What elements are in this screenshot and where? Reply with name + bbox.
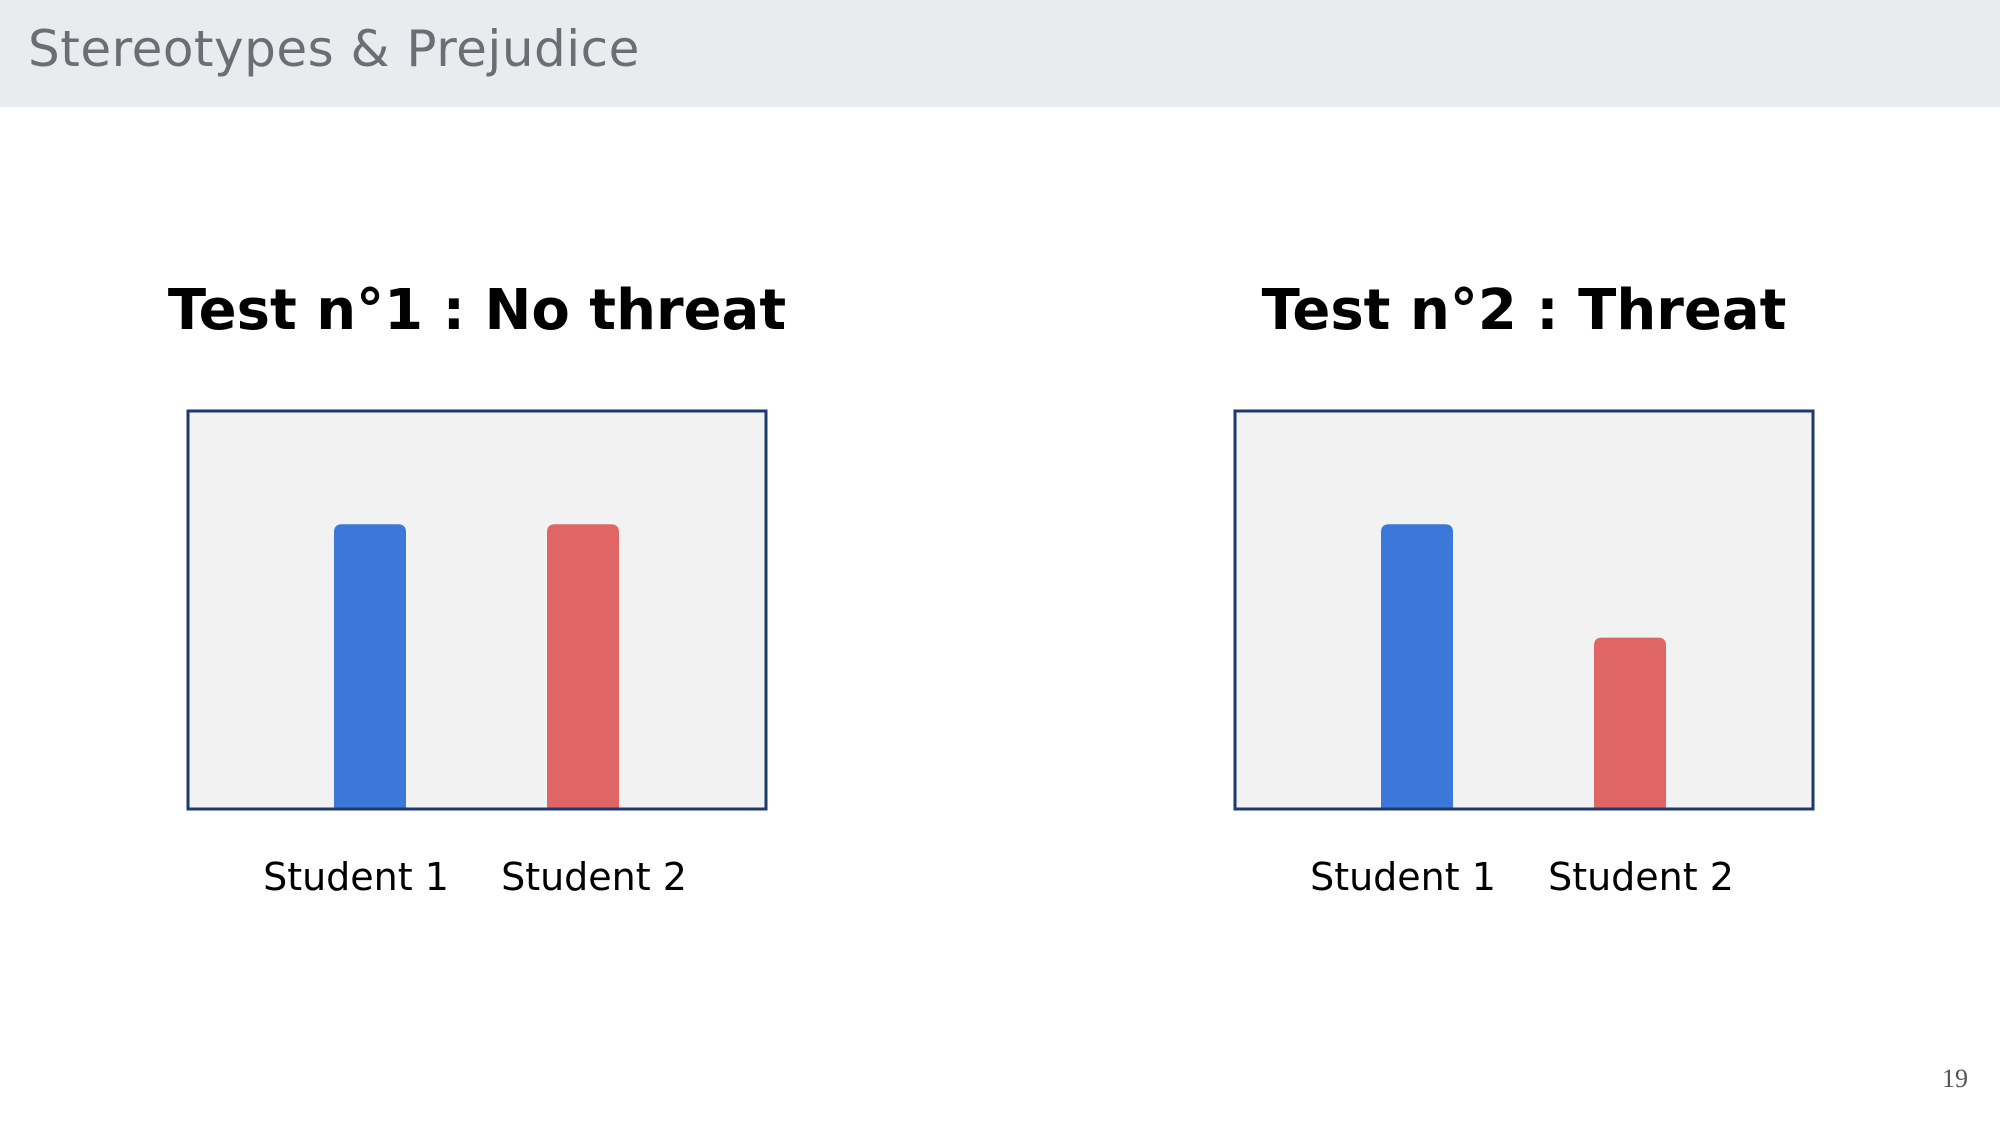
bar-student-2	[547, 524, 619, 808]
plot-area	[1233, 409, 1815, 811]
plot-border	[186, 409, 768, 811]
category-label: Student 1	[1310, 855, 1496, 899]
chart-title-test-1: Test n°1 : No threat	[167, 278, 787, 343]
plot-area	[186, 409, 768, 811]
bar-chart-1: Student 1 Student 2	[186, 409, 768, 899]
category-label: Student 1	[263, 855, 449, 899]
category-label: Student 2	[501, 855, 687, 899]
bar-chart-2: Student 1 Student 2	[1233, 409, 1815, 899]
bar-student-1	[1381, 524, 1453, 808]
bar-student-2	[1594, 637, 1666, 808]
chart-title-test-2: Test n°2 : Threat	[1261, 278, 1787, 343]
plot-border	[1233, 409, 1815, 811]
header-bar: Stereotypes & Prejudice	[0, 0, 2000, 107]
page-number: 19	[1942, 1064, 1968, 1093]
slide-title: Stereotypes & Prejudice	[28, 20, 640, 78]
category-label: Student 2	[1548, 855, 1734, 899]
bar-student-1	[334, 524, 406, 808]
